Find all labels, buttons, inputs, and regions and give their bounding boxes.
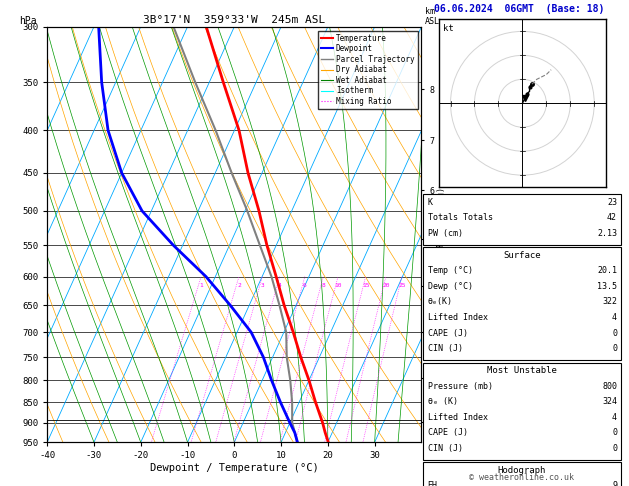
Text: 8: 8: [321, 283, 325, 288]
Text: 15: 15: [362, 283, 369, 288]
Text: K: K: [428, 198, 433, 207]
Text: Lifted Index: Lifted Index: [428, 313, 487, 322]
Text: 23: 23: [607, 198, 617, 207]
Text: 9: 9: [612, 481, 617, 486]
Text: Hodograph: Hodograph: [498, 466, 546, 475]
Text: θₑ (K): θₑ (K): [428, 397, 458, 406]
Text: 800: 800: [602, 382, 617, 391]
Text: Most Unstable: Most Unstable: [487, 366, 557, 375]
Text: Dewp (°C): Dewp (°C): [428, 282, 473, 291]
Text: 322: 322: [602, 297, 617, 307]
Text: 0: 0: [612, 428, 617, 437]
X-axis label: Dewpoint / Temperature (°C): Dewpoint / Temperature (°C): [150, 463, 319, 473]
Text: 0: 0: [612, 329, 617, 338]
Text: 25: 25: [398, 283, 406, 288]
Text: 2: 2: [237, 283, 241, 288]
Text: 20: 20: [382, 283, 389, 288]
Text: 13.5: 13.5: [597, 282, 617, 291]
Text: CIN (J): CIN (J): [428, 444, 463, 453]
Text: CIN (J): CIN (J): [428, 344, 463, 353]
Text: Surface: Surface: [503, 251, 540, 260]
Text: 42: 42: [607, 213, 617, 223]
Y-axis label: Mixing Ratio (g/kg): Mixing Ratio (g/kg): [437, 187, 446, 282]
Text: CAPE (J): CAPE (J): [428, 428, 468, 437]
Text: 20.1: 20.1: [597, 266, 617, 276]
Text: θₑ(K): θₑ(K): [428, 297, 453, 307]
Text: 324: 324: [602, 397, 617, 406]
Text: 06.06.2024  06GMT  (Base: 18): 06.06.2024 06GMT (Base: 18): [434, 4, 604, 14]
Text: 10: 10: [334, 283, 342, 288]
Text: PW (cm): PW (cm): [428, 229, 463, 238]
Legend: Temperature, Dewpoint, Parcel Trajectory, Dry Adiabat, Wet Adiabat, Isotherm, Mi: Temperature, Dewpoint, Parcel Trajectory…: [318, 31, 418, 109]
Text: Totals Totals: Totals Totals: [428, 213, 493, 223]
Text: CAPE (J): CAPE (J): [428, 329, 468, 338]
Text: 2.13: 2.13: [597, 229, 617, 238]
Title: 3B°17'N  359°33'W  245m ASL: 3B°17'N 359°33'W 245m ASL: [143, 15, 325, 25]
Text: km
ASL: km ASL: [425, 7, 440, 26]
Text: kt: kt: [443, 24, 454, 34]
Text: hPa: hPa: [19, 16, 36, 26]
Text: 4: 4: [612, 313, 617, 322]
Text: 4: 4: [612, 413, 617, 422]
Text: 4: 4: [278, 283, 282, 288]
Text: © weatheronline.co.uk: © weatheronline.co.uk: [469, 473, 574, 482]
Text: 3: 3: [260, 283, 264, 288]
Text: 6: 6: [303, 283, 307, 288]
Text: 0: 0: [612, 344, 617, 353]
Text: Temp (°C): Temp (°C): [428, 266, 473, 276]
Text: Lifted Index: Lifted Index: [428, 413, 487, 422]
Text: 0: 0: [612, 444, 617, 453]
Text: 1: 1: [199, 283, 203, 288]
Text: LCL: LCL: [425, 415, 440, 424]
Text: EH: EH: [428, 481, 438, 486]
Text: Pressure (mb): Pressure (mb): [428, 382, 493, 391]
